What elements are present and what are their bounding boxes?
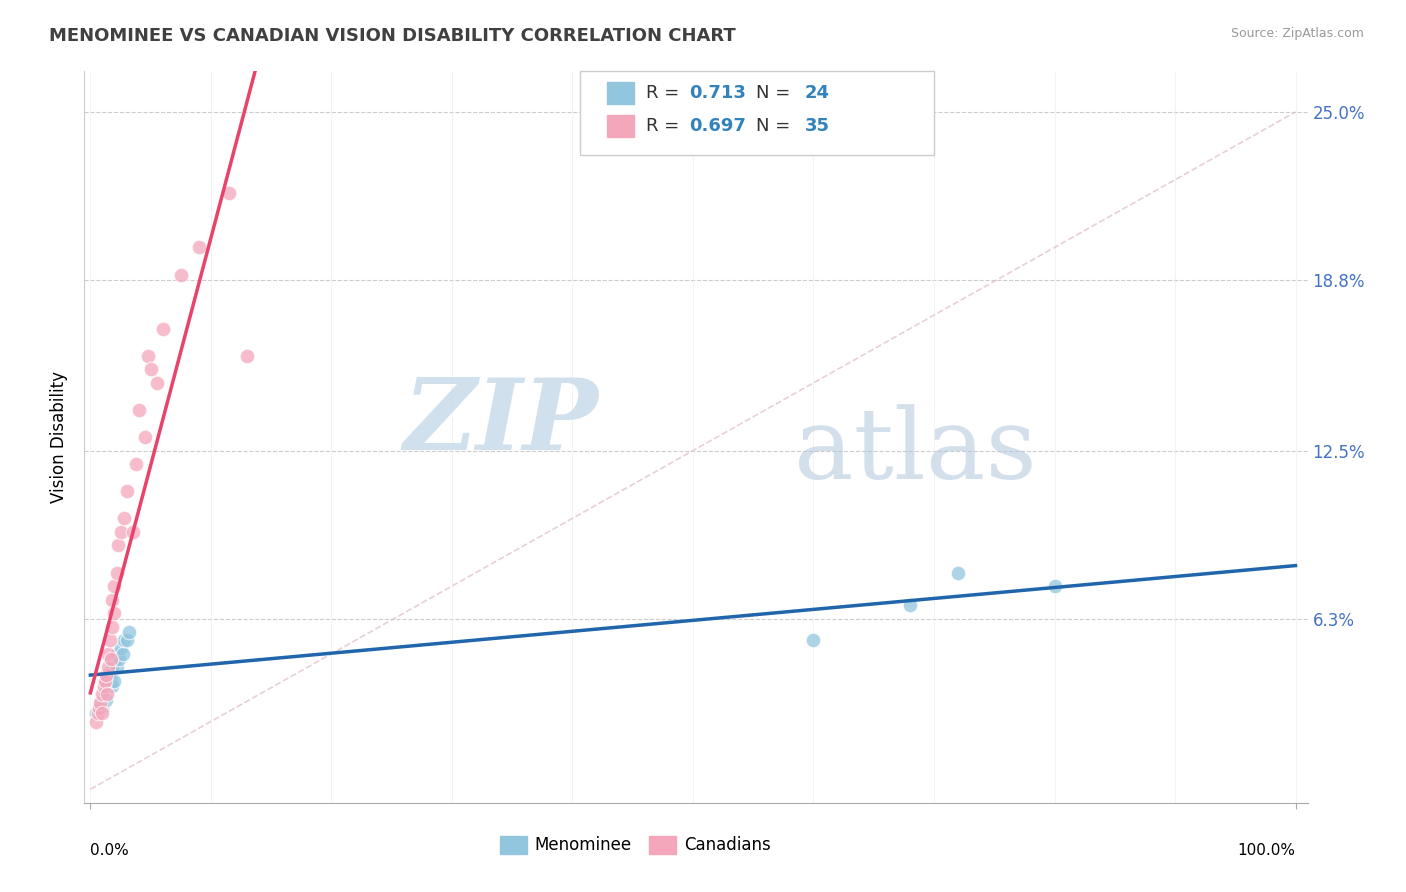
Point xyxy=(136,349,159,363)
Point xyxy=(121,524,143,539)
Point xyxy=(803,633,825,648)
Point xyxy=(1043,579,1066,593)
Point xyxy=(187,240,209,254)
Bar xyxy=(650,836,676,854)
Point xyxy=(89,696,111,710)
Point xyxy=(97,679,120,693)
Point xyxy=(112,633,135,648)
Point xyxy=(91,706,114,721)
Point xyxy=(100,673,122,688)
Text: 0.0%: 0.0% xyxy=(90,844,129,858)
Text: 24: 24 xyxy=(804,85,830,103)
Point xyxy=(94,693,117,707)
Point xyxy=(152,322,174,336)
Point xyxy=(103,579,125,593)
Bar xyxy=(606,115,634,137)
Bar xyxy=(501,836,527,854)
Point xyxy=(118,625,141,640)
Point xyxy=(145,376,167,390)
Text: N =: N = xyxy=(756,85,796,103)
Point xyxy=(105,566,128,580)
Point xyxy=(170,268,193,282)
Point xyxy=(103,673,125,688)
Point xyxy=(115,633,138,648)
Text: atlas: atlas xyxy=(794,404,1036,500)
Point xyxy=(101,592,124,607)
Text: Menominee: Menominee xyxy=(534,836,631,855)
Point xyxy=(101,620,124,634)
Y-axis label: Vision Disability: Vision Disability xyxy=(51,371,69,503)
Point xyxy=(89,696,111,710)
Text: 35: 35 xyxy=(804,117,830,136)
Text: Source: ZipAtlas.com: Source: ZipAtlas.com xyxy=(1230,27,1364,40)
Point xyxy=(107,538,129,552)
Point xyxy=(110,641,132,656)
Point xyxy=(101,660,124,674)
Point xyxy=(112,511,135,525)
Text: 0.697: 0.697 xyxy=(689,117,745,136)
Point xyxy=(218,186,240,201)
Point xyxy=(97,647,120,661)
Point xyxy=(134,430,156,444)
Point xyxy=(86,706,108,721)
Text: MENOMINEE VS CANADIAN VISION DISABILITY CORRELATION CHART: MENOMINEE VS CANADIAN VISION DISABILITY … xyxy=(49,27,735,45)
Point xyxy=(94,688,117,702)
Point xyxy=(91,688,114,702)
Point xyxy=(105,660,128,674)
Point xyxy=(101,679,124,693)
Bar xyxy=(606,82,634,104)
Point xyxy=(94,668,117,682)
Text: N =: N = xyxy=(756,117,796,136)
Point xyxy=(91,701,114,715)
Point xyxy=(236,349,259,363)
Point xyxy=(96,688,118,702)
Point xyxy=(105,647,128,661)
FancyBboxPatch shape xyxy=(579,71,935,155)
Text: ZIP: ZIP xyxy=(404,375,598,471)
Point xyxy=(97,660,120,674)
Point xyxy=(93,679,115,693)
Point xyxy=(103,652,125,666)
Point xyxy=(86,714,108,729)
Point xyxy=(94,673,117,688)
Point xyxy=(103,606,125,620)
Text: R =: R = xyxy=(645,117,685,136)
Point xyxy=(898,598,921,612)
Point xyxy=(125,457,148,471)
Point xyxy=(87,701,110,715)
Text: Canadians: Canadians xyxy=(683,836,770,855)
Point xyxy=(946,566,969,580)
Point xyxy=(110,524,132,539)
Point xyxy=(115,484,138,499)
Text: 100.0%: 100.0% xyxy=(1237,844,1295,858)
Point xyxy=(111,647,134,661)
Point xyxy=(108,652,131,666)
Point xyxy=(98,633,121,648)
Point xyxy=(139,362,162,376)
Point xyxy=(86,706,108,721)
Point xyxy=(100,652,122,666)
Point xyxy=(128,403,150,417)
Text: R =: R = xyxy=(645,85,685,103)
Text: 0.713: 0.713 xyxy=(689,85,745,103)
Point xyxy=(97,668,120,682)
